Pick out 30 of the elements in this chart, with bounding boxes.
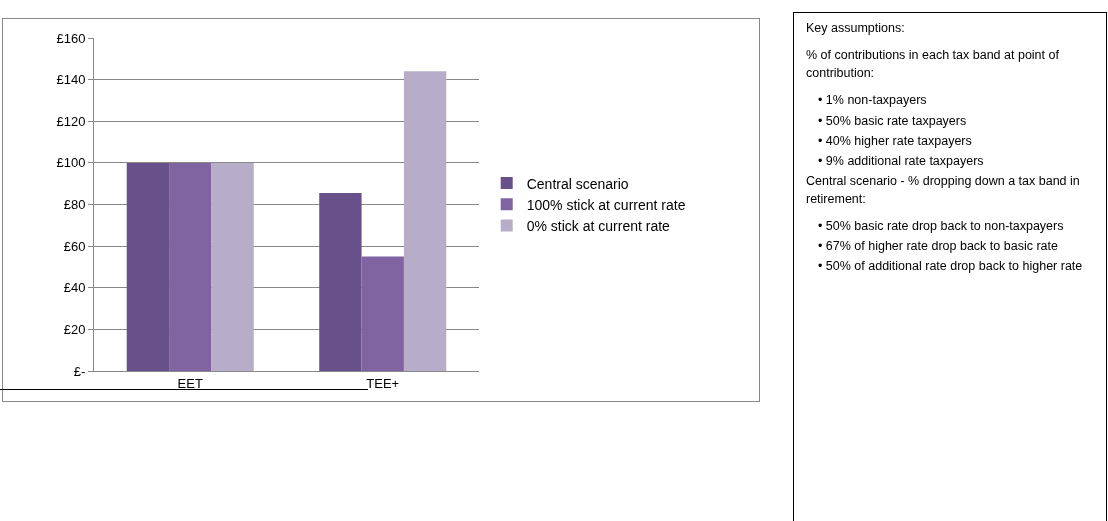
bar bbox=[211, 162, 254, 371]
y-tick-label: £140 bbox=[56, 72, 86, 88]
bar bbox=[361, 256, 404, 371]
y-tick-label: £40 bbox=[63, 280, 86, 296]
legend-label: 100% stick at current rate bbox=[526, 196, 686, 213]
y-tick-label: £20 bbox=[63, 321, 86, 337]
x-tick-label: TEE+ bbox=[366, 375, 400, 391]
y-tick-label: £80 bbox=[63, 197, 86, 213]
y-tick-label: £160 bbox=[56, 30, 86, 46]
y-tick-label: £60 bbox=[63, 238, 86, 254]
text: Central scenario - % dropping down a tax band in retirement: bbox=[806, 172, 1081, 208]
text: Key assumptions: bbox=[806, 20, 906, 37]
y-tick-label: £100 bbox=[56, 155, 86, 171]
bar bbox=[319, 193, 362, 371]
text: % of contributions in each tax band at point of contribution: bbox=[806, 47, 1060, 83]
bar bbox=[126, 162, 170, 371]
text: • 50% basic rate taxpayers bbox=[817, 112, 968, 130]
legend-label: Central scenario bbox=[526, 175, 629, 192]
text: • 40% higher rate taxpayers bbox=[817, 132, 973, 150]
text: • 9% additional rate taxpayers bbox=[817, 152, 985, 170]
text: • 1% non-taxpayers bbox=[817, 92, 928, 110]
y-tick-label: £120 bbox=[56, 113, 86, 129]
text: • 50% basic rate drop back to non-taxpayers bbox=[817, 218, 1065, 236]
x-tick-label: EET bbox=[177, 375, 203, 391]
bar bbox=[169, 162, 212, 371]
y-tick-label: £- bbox=[73, 363, 86, 379]
text: • 50% of additional rate drop back to higher rate bbox=[817, 258, 1084, 276]
bar bbox=[403, 71, 447, 371]
legend-label: 0% stick at current rate bbox=[526, 217, 671, 234]
text: • 67% of higher rate drop back to basic rate bbox=[817, 238, 1059, 256]
